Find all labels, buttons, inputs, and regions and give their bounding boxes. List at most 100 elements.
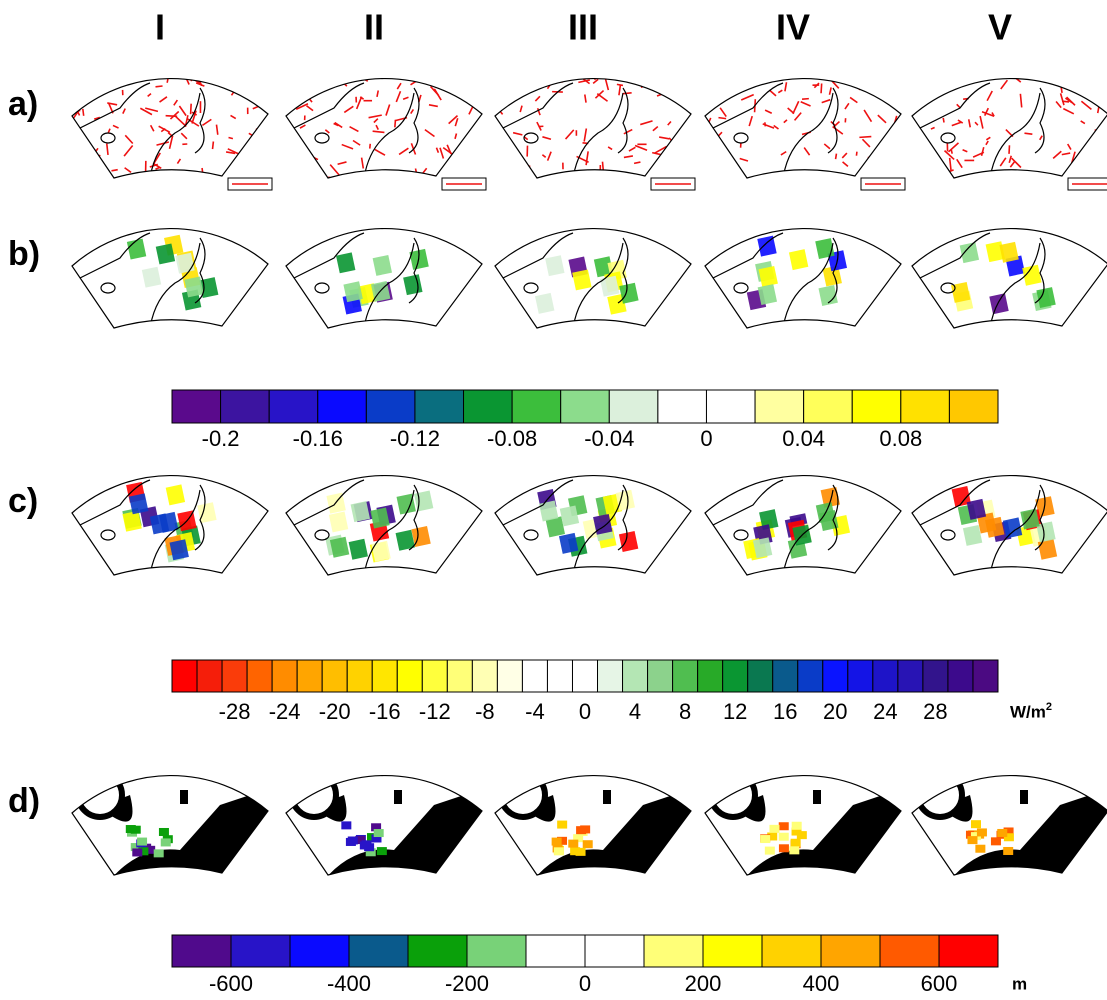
wind-vector: [640, 120, 653, 126]
island: [940, 529, 956, 541]
wind-vector: [478, 73, 480, 77]
land: [394, 790, 402, 804]
wind-vector: [435, 147, 440, 153]
map-panel: [79, 232, 219, 328]
wind-vector: [947, 142, 960, 153]
colorbar-tick-label: 8: [679, 699, 691, 724]
color-swatch: [647, 659, 674, 693]
wind-vector: [155, 166, 161, 170]
wind-vector: [1040, 176, 1047, 178]
wind-vector: [480, 69, 489, 75]
island: [100, 282, 116, 294]
wind-vector: [588, 177, 594, 178]
wind-vector: [195, 82, 205, 87]
colorbar-tick-label: -24: [269, 699, 301, 724]
wind-vector: [792, 100, 800, 115]
wind-vector: [93, 116, 101, 120]
map-outline: [285, 227, 483, 329]
wind-vector: [834, 153, 838, 160]
wind-vector: [1006, 70, 1017, 77]
wind-vector: [230, 114, 237, 120]
wind-vector: [1052, 150, 1062, 160]
wind-vector: [111, 168, 118, 172]
wind-vector: [705, 163, 709, 175]
field-cell: [557, 820, 568, 829]
wind-vector: [974, 121, 979, 126]
field-cell: [615, 489, 635, 511]
wind-vector: [178, 105, 187, 117]
wind-vector: [1011, 157, 1022, 169]
wind-vector: [104, 72, 108, 74]
color-swatch: [897, 659, 924, 693]
wind-vector: [917, 85, 921, 91]
map-outline: [71, 227, 269, 329]
wind-vector: [1061, 152, 1071, 156]
colorbar-tick-label: -0.08: [487, 426, 537, 451]
wind-vector: [980, 147, 985, 157]
wind-vector: [517, 92, 522, 98]
field-cell: [600, 275, 620, 297]
wind-vector: [985, 140, 989, 146]
wind-vector: [891, 174, 901, 177]
wind-vector: [201, 167, 205, 178]
wind-vector: [1100, 148, 1106, 157]
wind-vector: [1083, 159, 1087, 166]
column-label: V: [988, 7, 1012, 48]
wind-vector: [928, 170, 937, 178]
wind-vector: [105, 69, 118, 74]
field-cell: [355, 836, 366, 845]
field-cell: [129, 493, 149, 515]
field-cell: [138, 847, 149, 856]
wind-vector: [985, 136, 991, 141]
color-swatch: [560, 389, 610, 424]
field-cell: [328, 511, 349, 533]
color-swatch: [803, 389, 853, 424]
map-outline: [911, 227, 1107, 329]
wind-vector: [578, 78, 591, 85]
wind-vector: [495, 124, 497, 135]
wind-vector: [1080, 100, 1092, 110]
coastline: [919, 82, 1046, 178]
wind-vector: [1101, 164, 1107, 171]
field-cell: [820, 486, 841, 508]
wind-vector: [306, 105, 314, 112]
field-cell: [350, 501, 370, 523]
wind-vector: [448, 115, 459, 125]
field-cell: [618, 531, 639, 552]
map-outline: [285, 774, 483, 876]
wind-vector: [368, 114, 382, 119]
field-cell: [975, 844, 986, 853]
wind-vector: [773, 124, 779, 130]
field-cell: [997, 828, 1008, 837]
field-cell: [370, 507, 390, 529]
wind-vector: [705, 89, 709, 93]
wind-vector: [768, 89, 777, 97]
field-cell: [757, 284, 778, 305]
wind-vector: [979, 115, 984, 129]
color-swatch: [171, 934, 232, 968]
wind-vector: [875, 164, 886, 169]
wind-vector: [1008, 155, 1013, 164]
wind-vector: [902, 63, 905, 72]
coastline: [293, 82, 420, 178]
colorbar-tick-label: 16: [773, 699, 797, 724]
field-cell: [551, 837, 562, 846]
wind-vector: [618, 84, 622, 96]
column-label: III: [568, 7, 598, 48]
color-swatch: [407, 934, 468, 968]
wind-vector: [536, 121, 542, 131]
wind-vector: [983, 107, 990, 116]
wind-vector: [828, 87, 832, 95]
map-panel: [293, 232, 429, 328]
wind-vector: [1055, 100, 1062, 109]
field-cell: [966, 498, 987, 520]
field-cell: [752, 537, 773, 559]
wind-vector: [764, 109, 773, 114]
field-cell: [1037, 538, 1058, 560]
field-cell: [557, 836, 568, 845]
field-cell: [545, 255, 565, 277]
wind-vector: [868, 80, 883, 88]
row-label: b): [8, 235, 40, 273]
row-label: a): [8, 85, 38, 123]
wind-vector: [808, 70, 820, 72]
